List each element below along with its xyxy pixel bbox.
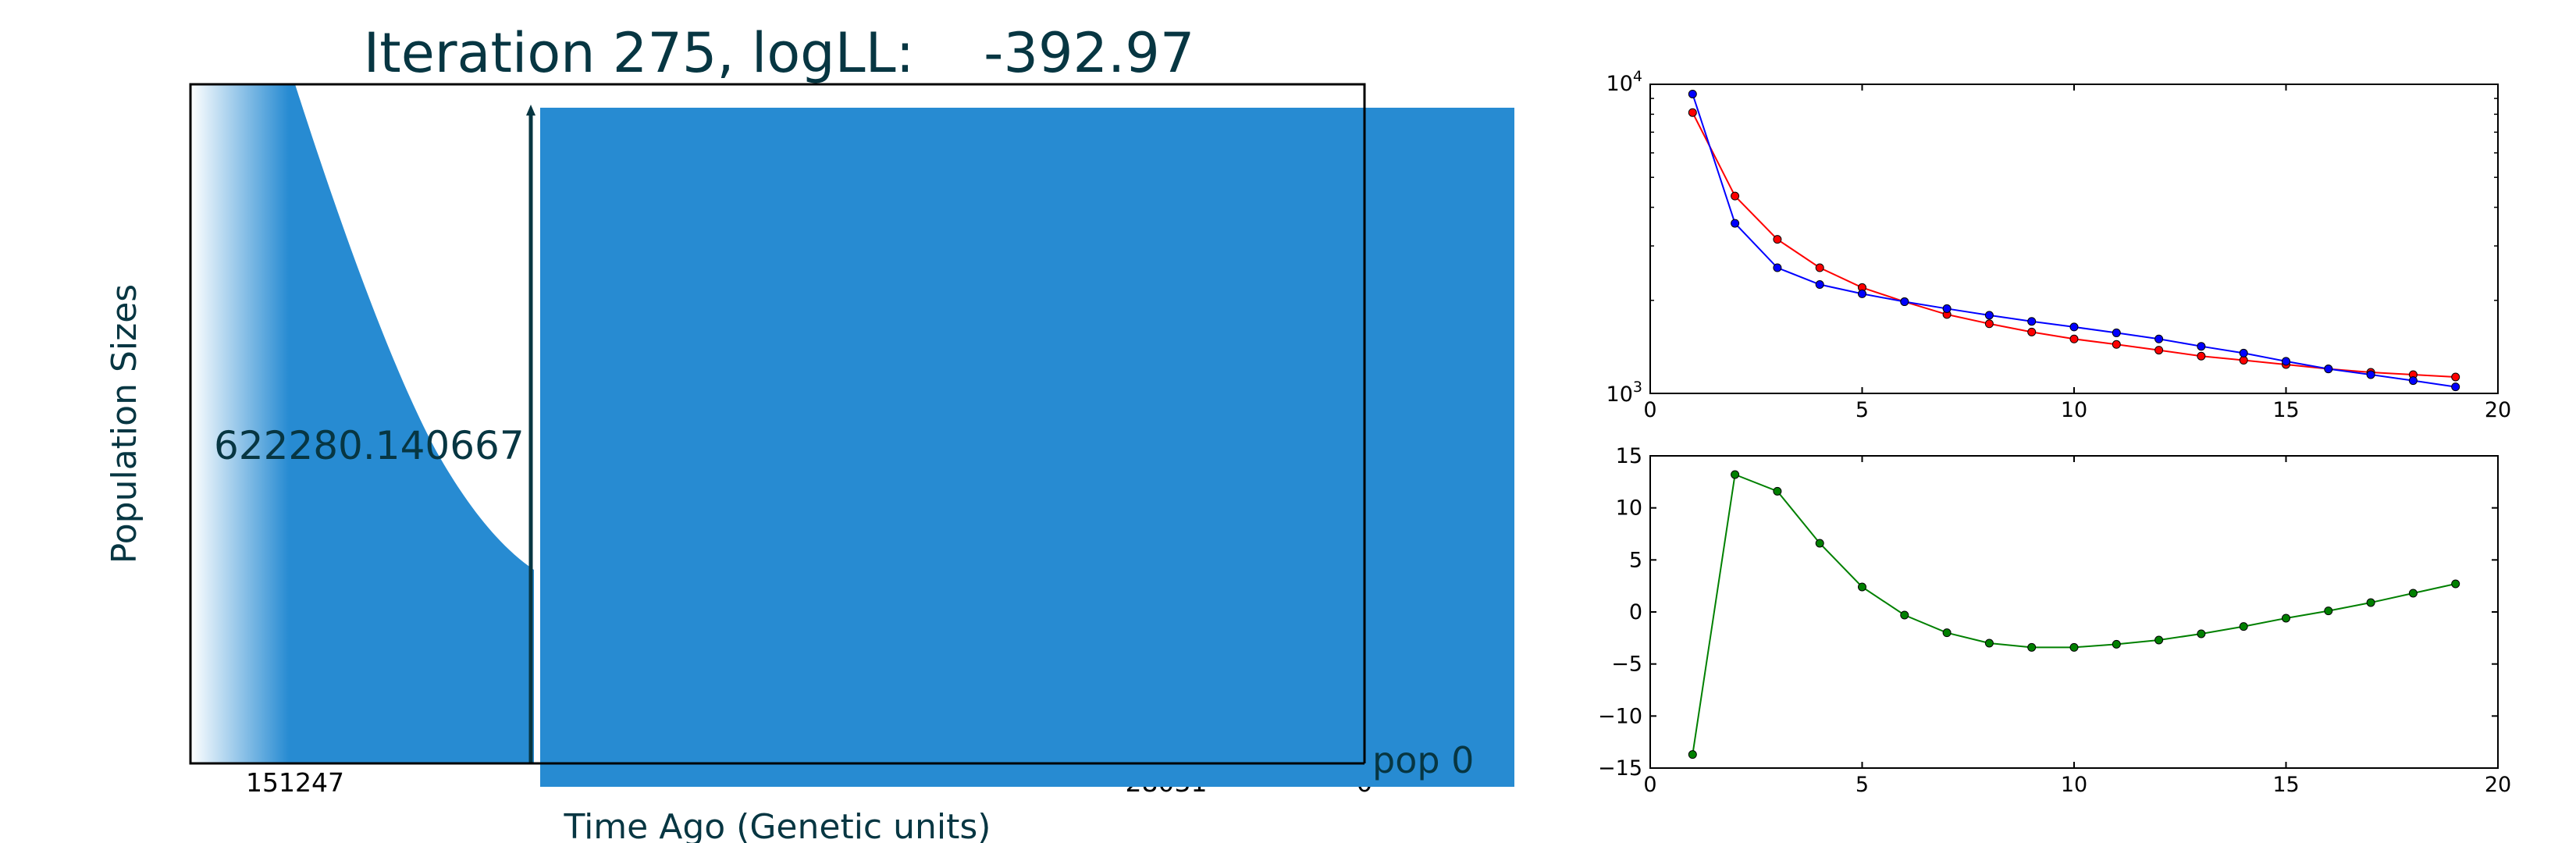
data-point	[2451, 382, 2460, 392]
data-point	[1731, 470, 1740, 479]
data-point	[2324, 606, 2333, 616]
arrow-head	[526, 105, 535, 116]
data-point	[2324, 365, 2333, 374]
data-point	[2408, 589, 2418, 598]
data-point	[1688, 108, 1697, 117]
data-point	[2197, 629, 2206, 638]
y-axis-label: Population Sizes	[105, 284, 144, 564]
top-right-chart: 0 5 10 15 20 104 103	[1606, 68, 2512, 422]
x-axis-label: Time Ago (Genetic units)	[564, 807, 991, 843]
x-tick-label: 10	[2061, 398, 2087, 422]
population-panel: 151247 28031 0 Iteration 275, logLL: -39…	[105, 21, 1514, 843]
data-point	[2239, 622, 2248, 631]
x-tick-label: 5	[1856, 398, 1869, 422]
recent-fade-strip	[190, 84, 289, 763]
x-tick-label: 20	[2485, 773, 2511, 797]
data-point	[2366, 370, 2375, 379]
data-point	[2451, 579, 2460, 589]
ancestral-pop-block	[540, 108, 1514, 787]
x-tick-label: 0	[1643, 398, 1656, 422]
y-tick-label: 10	[1616, 496, 1642, 521]
y-tick-label: 5	[1629, 548, 1642, 572]
data-point	[2027, 317, 2037, 326]
pop-0-area	[289, 84, 534, 763]
data-point	[2112, 340, 2121, 349]
data-point	[2154, 334, 2164, 343]
data-point	[1773, 486, 1782, 496]
data-point	[2282, 357, 2290, 366]
data-point	[2197, 351, 2206, 361]
data-point	[2112, 639, 2121, 649]
data-point	[1773, 235, 1782, 244]
data-point	[2154, 346, 2164, 355]
data-point	[1984, 311, 1994, 320]
data-point	[2239, 348, 2248, 357]
x-tick-label: 15	[2272, 398, 2299, 422]
data-point	[1688, 89, 1697, 98]
pop-label: pop 0	[1372, 739, 1474, 781]
x-tick-label: 151247	[246, 767, 344, 798]
bottom-right-chart: 0 5 10 15 20 15 10 5 0 −5 −10 −15	[1598, 444, 2511, 797]
data-point	[2027, 327, 2037, 336]
data-point	[2366, 598, 2375, 607]
data-point	[1858, 582, 1866, 592]
data-point	[1942, 628, 1952, 638]
data-point	[1773, 263, 1782, 272]
y-tick-label: −10	[1598, 704, 1642, 728]
data-point	[2239, 356, 2248, 365]
x-tick-label: 5	[1856, 773, 1869, 797]
pop-size-annotation: 622280.140667	[214, 423, 525, 468]
data-point	[1900, 297, 1909, 307]
y-tick-label: 103	[1606, 379, 1642, 407]
ancestral-pop-block-overlap	[540, 763, 1514, 787]
data-point	[2027, 642, 2037, 652]
data-point	[1815, 263, 1824, 272]
data-point	[2112, 328, 2121, 337]
series-line-0	[1692, 473, 2456, 755]
data-point	[2282, 614, 2290, 623]
data-point	[1815, 280, 1824, 290]
data-point	[2408, 376, 2418, 386]
data-point	[1900, 610, 1909, 620]
x-tick-label: 15	[2272, 773, 2299, 797]
y-tick-label: −5	[1611, 653, 1642, 677]
data-point	[2069, 642, 2079, 652]
x-tick-label: 0	[1643, 773, 1656, 797]
data-point	[1731, 191, 1740, 201]
data-point	[1858, 289, 1866, 298]
y-tick-label: 0	[1629, 600, 1642, 624]
data-point	[2154, 635, 2164, 645]
x-tick-label: 10	[2061, 773, 2087, 797]
x-tick-label: 20	[2485, 398, 2511, 422]
bottom-right-axes-frame	[1649, 455, 2499, 769]
y-tick-label: 104	[1606, 68, 1642, 96]
data-point	[1984, 319, 1994, 329]
data-point	[1731, 219, 1740, 228]
data-point	[2451, 372, 2460, 382]
data-point	[1815, 539, 1824, 548]
data-point	[1688, 750, 1697, 759]
data-point	[1942, 304, 1952, 313]
data-point	[2197, 342, 2206, 351]
y-tick-label: 15	[1616, 444, 1642, 468]
y-tick-label: −15	[1598, 756, 1642, 781]
data-point	[2069, 322, 2079, 332]
data-point	[1984, 638, 1994, 648]
chart-title: Iteration 275, logLL: -392.97	[364, 21, 1195, 85]
data-point	[2069, 334, 2079, 343]
